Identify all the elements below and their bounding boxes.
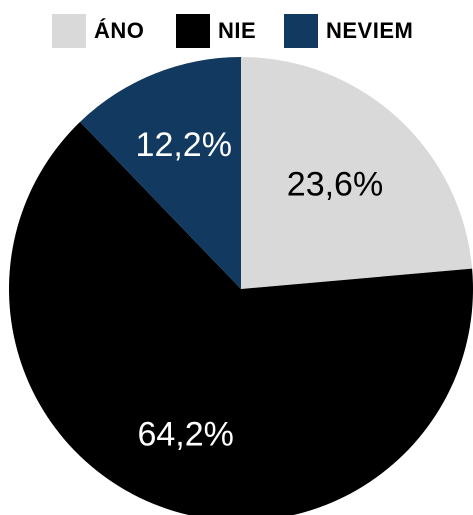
pie-slice-ano — [241, 57, 473, 289]
legend-label-ano: ÁNO — [94, 18, 145, 43]
legend-swatch-nie — [176, 14, 210, 48]
pie-slice-neviem — [80, 56, 241, 289]
legend-label-neviem: NEVIEM — [326, 18, 414, 43]
pie-value-label-ano: 23,6% — [287, 165, 383, 203]
pie-value-label-nie: 64,2% — [137, 416, 233, 454]
pie-slice-nie — [9, 121, 473, 515]
legend-swatch-ano — [52, 14, 86, 48]
legend-swatch-neviem — [284, 14, 318, 48]
pie-value-labels: 23,6% 64,2% 12,2% — [136, 126, 384, 454]
pie-value-label-neviem: 12,2% — [136, 126, 232, 164]
pie-slices — [9, 56, 473, 515]
legend-label-nie: NIE — [218, 18, 257, 43]
legend-item-neviem: NEVIEM — [284, 14, 413, 48]
chart-legend: ÁNO NIE NEVIEM — [0, 14, 473, 48]
legend-item-nie: NIE — [176, 14, 256, 48]
legend-item-ano: ÁNO — [52, 14, 144, 48]
